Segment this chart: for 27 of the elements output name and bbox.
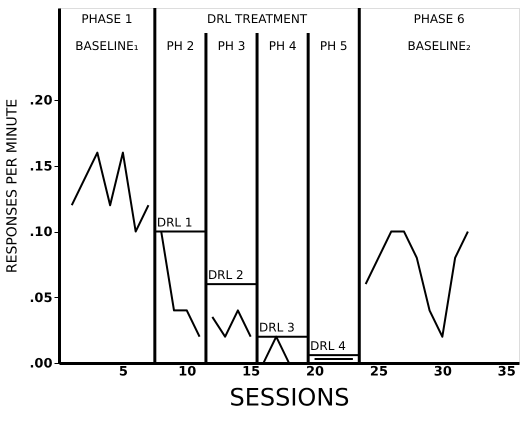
y-tick-label: .00 <box>29 356 52 372</box>
annotation: DRL TREATMENT <box>206 12 308 26</box>
y-tick-label: .05 <box>29 290 52 306</box>
annotation: PH 5 <box>320 39 348 53</box>
y-tick-label: .20 <box>29 94 52 109</box>
series-label: DRL 3 <box>259 320 295 335</box>
series-label: DRL 4 <box>310 339 346 354</box>
annotation: BASELINE₂ <box>408 39 471 53</box>
y-tick-label: .15 <box>29 159 52 174</box>
series-label: DRL 2 <box>208 268 244 282</box>
annotation: BASELINE₁ <box>75 39 139 53</box>
x-tick-label: 10 <box>178 364 196 380</box>
x-tick-label: 30 <box>434 364 452 380</box>
x-tick-label: 15 <box>242 364 260 380</box>
annotation: PH 3 <box>218 39 246 53</box>
annotation: PH 2 <box>166 39 194 53</box>
x-tick-label: 5 <box>118 364 128 380</box>
y-axis-title: RESPONSES PER MINUTE <box>4 98 20 274</box>
y-tick-label: .10 <box>29 225 52 240</box>
series-label: DRL 1 <box>156 216 193 230</box>
annotation: PH 4 <box>268 39 296 53</box>
x-axis-title: SESSIONS <box>229 384 350 412</box>
annotation: PHASE 6 <box>414 12 465 26</box>
x-tick-label: 20 <box>306 364 324 380</box>
x-tick-label: 35 <box>498 364 516 380</box>
annotation: PHASE 1 <box>81 12 132 26</box>
x-tick-label: 25 <box>370 364 388 380</box>
